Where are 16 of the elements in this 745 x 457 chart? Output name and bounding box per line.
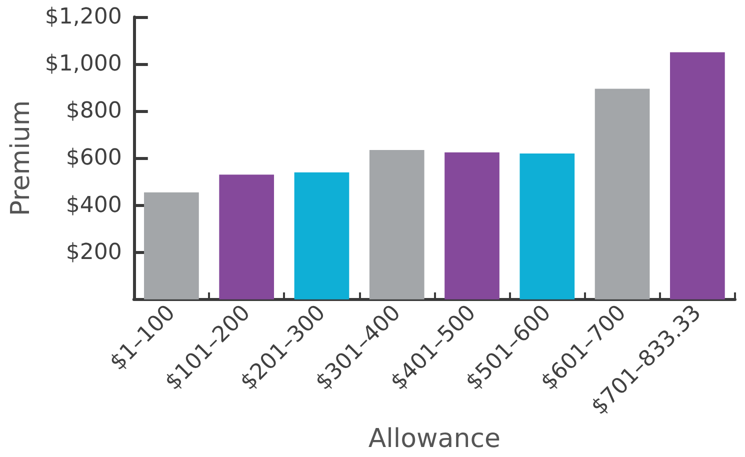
bar bbox=[670, 52, 725, 300]
y-tick-label: $200 bbox=[66, 240, 122, 265]
x-axis-title: Allowance bbox=[368, 424, 500, 454]
bar bbox=[444, 152, 500, 300]
y-tick-label: $400 bbox=[66, 192, 122, 218]
bar bbox=[369, 150, 424, 300]
bar bbox=[294, 172, 350, 300]
y-axis-title: Premium bbox=[6, 100, 36, 216]
y-tick-label: $800 bbox=[66, 98, 122, 124]
y-tick-label: $1,200 bbox=[44, 4, 122, 30]
y-tick-label: $600 bbox=[66, 146, 122, 171]
bar bbox=[144, 192, 199, 300]
bar bbox=[219, 174, 274, 300]
bar bbox=[594, 88, 650, 300]
bar bbox=[520, 153, 575, 300]
y-tick-label: $1,000 bbox=[44, 52, 122, 77]
